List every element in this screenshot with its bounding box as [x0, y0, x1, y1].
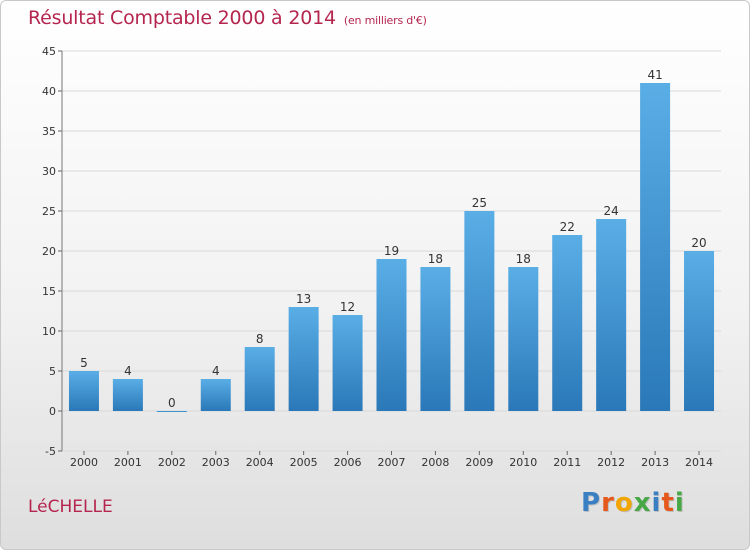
x-tick-label: 2004 [246, 456, 274, 469]
proxiti-logo: Proxiti [581, 488, 685, 518]
data-label-2002: 0 [168, 396, 176, 410]
x-tick-label: 2009 [465, 456, 493, 469]
bar-2005 [288, 307, 319, 411]
x-tick-label: 2006 [334, 456, 362, 469]
bar-2011 [552, 235, 583, 411]
logo-letter: r [601, 488, 615, 518]
x-tick-label: 2005 [290, 456, 318, 469]
bar-2004 [244, 347, 275, 411]
y-tick-label: 10 [42, 325, 56, 338]
bar-2014 [684, 251, 715, 411]
logo-letter: i [674, 488, 685, 518]
data-label-2005: 13 [296, 292, 311, 306]
x-tick-label: 2014 [685, 456, 713, 469]
y-tick-label: 45 [42, 45, 56, 58]
data-label-2009: 25 [472, 196, 487, 210]
data-label-2003: 4 [212, 364, 220, 378]
x-tick-label: 2001 [114, 456, 142, 469]
data-label-2008: 18 [428, 252, 443, 266]
data-label-2014: 20 [691, 236, 706, 250]
data-label-2012: 24 [604, 204, 619, 218]
x-tick-label: 2000 [70, 456, 98, 469]
data-label-2011: 22 [560, 220, 575, 234]
y-tick-label: -5 [45, 445, 56, 458]
bar-2013 [640, 83, 671, 411]
x-tick-label: 2010 [509, 456, 537, 469]
data-label-2013: 41 [647, 68, 662, 82]
x-tick-label: 2008 [421, 456, 449, 469]
logo-letter: P [581, 488, 602, 518]
bar-2009 [464, 211, 495, 411]
data-label-2007: 19 [384, 244, 399, 258]
x-tick-label: 2003 [202, 456, 230, 469]
data-label-2010: 18 [516, 252, 531, 266]
y-tick-label: 5 [49, 365, 56, 378]
y-tick-label: 0 [49, 405, 56, 418]
bar-2012 [596, 219, 627, 411]
data-label-2006: 12 [340, 300, 355, 314]
x-tick-label: 2013 [641, 456, 669, 469]
bar-2010 [508, 267, 539, 411]
y-tick-label: 30 [42, 165, 56, 178]
logo-letter: o [614, 488, 634, 518]
logo-letter: x [633, 488, 652, 518]
x-tick-label: 2012 [597, 456, 625, 469]
x-tick-label: 2011 [553, 456, 581, 469]
bar-2007 [376, 259, 407, 411]
data-label-2000: 5 [80, 356, 88, 370]
data-label-2001: 4 [124, 364, 132, 378]
place-name: LéCHELLE [28, 497, 113, 517]
bar-2006 [332, 315, 363, 411]
y-tick-label: 15 [42, 285, 56, 298]
y-tick-label: 40 [42, 85, 56, 98]
bar-2008 [420, 267, 451, 411]
x-tick-label: 2007 [378, 456, 406, 469]
chart-subtitle: (en milliers d'€) [343, 14, 427, 27]
data-label-2004: 8 [256, 332, 264, 346]
y-tick-label: 25 [42, 205, 56, 218]
chart-title: Résultat Comptable 2000 à 2014 (en millie… [28, 7, 427, 29]
y-tick-label: 20 [42, 245, 56, 258]
x-tick-label: 2002 [158, 456, 186, 469]
bar-2001 [112, 379, 143, 411]
bar-2003 [200, 379, 231, 411]
bar-2002 [156, 411, 187, 412]
bar-2000 [68, 371, 99, 411]
logo-letter: i [651, 488, 662, 518]
logo-letter: t [661, 488, 675, 518]
y-tick-label: 35 [42, 125, 56, 138]
